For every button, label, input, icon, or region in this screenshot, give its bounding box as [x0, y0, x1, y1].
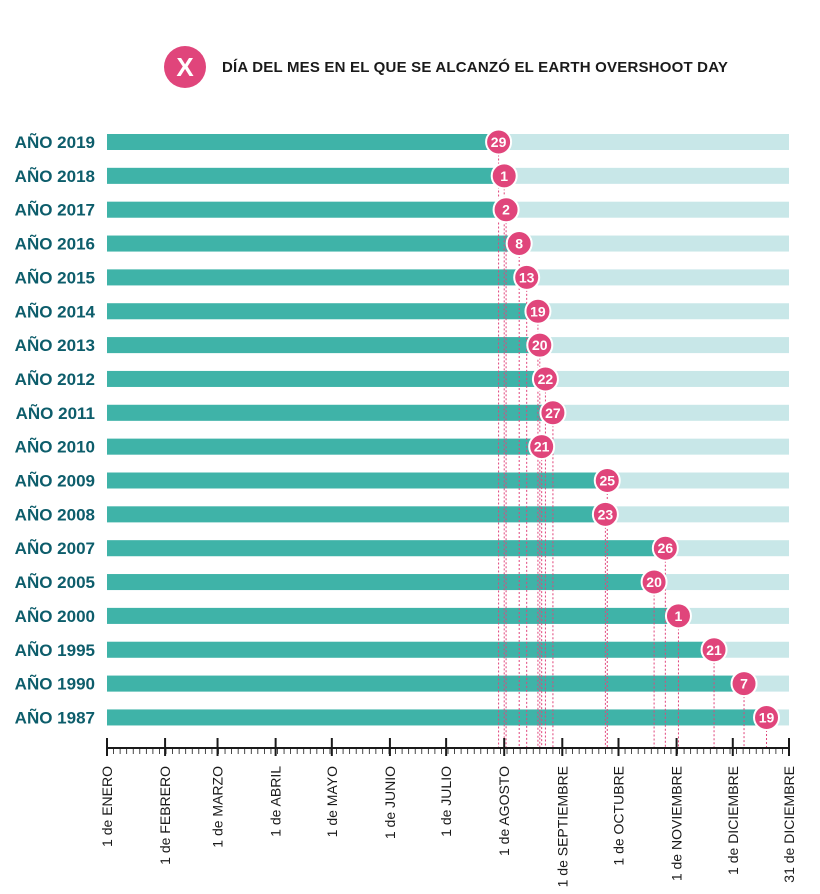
day-marker — [524, 297, 552, 325]
day-label: 25 — [599, 473, 615, 489]
bar — [107, 167, 505, 184]
x-axis: 1 de ENERO 1 de FEBRERO 1 de MARZO 1 de ABR… — [99, 738, 797, 887]
bar — [107, 303, 538, 320]
bar — [107, 337, 540, 354]
day-label: 1 — [675, 608, 683, 624]
year-label: AÑO 2019 — [15, 132, 95, 152]
year-label: AÑO 1995 — [15, 640, 95, 660]
day-marker — [485, 128, 513, 156]
day-markers: 29 1 2 8 13 19 20 22 27 21 25 23 26 20 1 21 7 19 — [485, 128, 781, 731]
bar — [107, 709, 767, 726]
day-label: 29 — [491, 134, 507, 150]
day-label: 20 — [646, 574, 662, 590]
year-label: AÑO 2018 — [15, 166, 95, 186]
day-marker — [730, 670, 758, 698]
year-label: AÑO 2016 — [15, 234, 95, 254]
day-marker — [651, 534, 679, 562]
year-label: AÑO 2000 — [15, 606, 95, 626]
x-tick-label: 1 de NOVIEMBRE — [669, 766, 685, 881]
year-label: AÑO 2014 — [15, 301, 96, 321]
year-label: AÑO 2011 — [16, 403, 95, 423]
day-marker — [490, 162, 518, 190]
bar — [107, 641, 715, 658]
bars — [107, 134, 767, 726]
bar — [107, 675, 745, 692]
legend-text: DÍA DEL MES EN EL QUE SE ALCANZÓ EL EART… — [222, 58, 729, 76]
x-tick-label: 1 de ABRIL — [268, 766, 284, 837]
day-marker — [753, 703, 781, 731]
bar — [107, 438, 542, 455]
bar — [107, 134, 499, 150]
bar — [107, 506, 606, 523]
drop-lines — [498, 154, 768, 748]
x-tick-label: 1 de AGOSTO — [496, 766, 512, 856]
day-marker — [526, 331, 554, 359]
day-label: 2 — [502, 202, 510, 218]
year-labels: AÑO 2019 AÑO 2018 AÑO 2017 AÑO 2016 AÑO 2015… — [15, 132, 96, 727]
x-tick-label: 1 de OCTUBRE — [611, 766, 627, 866]
day-marker — [593, 467, 621, 494]
x-tick-label: 1 de MARZO — [210, 766, 226, 848]
legend: X DÍA DEL MES EN EL QUE SE ALCANZÓ EL EA… — [164, 46, 728, 88]
bar — [107, 607, 679, 624]
day-marker — [531, 365, 559, 393]
day-label: 19 — [759, 709, 775, 725]
x-tick-label: 1 de MAYO — [324, 766, 340, 837]
day-label: 22 — [538, 371, 554, 387]
year-label: AÑO 2005 — [15, 572, 95, 592]
day-label: 21 — [706, 642, 722, 658]
x-tick-label: 1 de FEBRERO — [157, 766, 173, 865]
bar — [107, 540, 666, 557]
day-marker — [505, 230, 533, 258]
day-marker — [513, 263, 541, 291]
year-label: AÑO 2015 — [15, 267, 95, 287]
day-label: 20 — [532, 337, 548, 353]
day-marker — [640, 568, 668, 596]
day-marker — [492, 196, 520, 224]
day-marker — [539, 399, 567, 427]
year-label: AÑO 1990 — [15, 674, 95, 694]
year-label: AÑO 2008 — [15, 504, 95, 524]
x-tick-label: 31 de DICIEMBRE — [781, 766, 797, 883]
bar — [107, 235, 520, 252]
bar-tracks — [107, 134, 789, 726]
x-tick-label: 1 de JULIO — [438, 766, 454, 837]
bar — [107, 472, 608, 489]
x-tick-label: 1 de JUNIO — [382, 766, 398, 839]
day-label: 23 — [598, 506, 614, 522]
x-tick-label: 1 de ENERO — [99, 766, 115, 847]
year-label: AÑO 2010 — [15, 437, 95, 457]
bar — [107, 269, 527, 286]
bar — [107, 404, 553, 421]
year-label: AÑO 2017 — [15, 200, 95, 220]
day-label: 26 — [658, 540, 674, 556]
day-marker — [664, 602, 692, 630]
day-label: 27 — [545, 405, 561, 421]
day-label: 8 — [515, 236, 523, 252]
day-label: 19 — [530, 303, 546, 319]
year-label: AÑO 1987 — [15, 707, 95, 727]
day-label: 21 — [534, 439, 550, 455]
year-label: AÑO 2012 — [15, 369, 95, 389]
legend-marker-icon: X — [164, 46, 206, 88]
day-marker — [591, 500, 619, 528]
x-tick-label: 1 de DICIEMBRE — [725, 766, 741, 875]
bar — [107, 370, 546, 387]
day-label: 13 — [519, 269, 535, 285]
bar — [107, 201, 507, 218]
year-label: AÑO 2007 — [15, 538, 95, 558]
x-tick-label: 1 de SEPTIEMBRE — [554, 766, 570, 887]
year-label: AÑO 2009 — [15, 471, 95, 491]
day-marker — [700, 636, 728, 664]
day-label: 1 — [500, 168, 508, 184]
bar — [107, 574, 655, 591]
day-label: 7 — [740, 676, 748, 692]
day-marker — [528, 433, 556, 461]
year-label: AÑO 2013 — [15, 335, 95, 355]
